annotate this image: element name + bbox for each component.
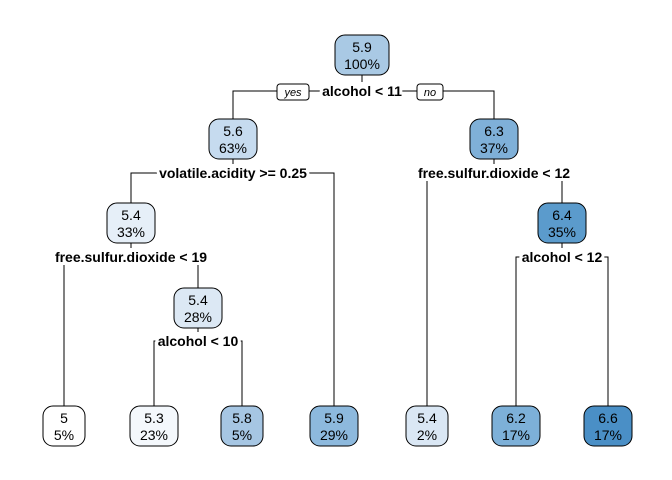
- no-branch-label: no: [424, 87, 436, 99]
- tree-node-n11: 5.42%: [405, 405, 449, 447]
- node-box: [405, 405, 449, 447]
- node-value: 6.2: [506, 410, 526, 426]
- node-value: 6.4: [552, 207, 572, 223]
- node-percent: 17%: [502, 427, 530, 443]
- split-label: free.sulfur.dioxide < 19: [55, 249, 207, 265]
- node-value: 5.3: [144, 410, 164, 426]
- node-value: 5.4: [417, 410, 437, 426]
- split-label: alcohol < 10: [158, 333, 239, 349]
- node-box: [491, 405, 541, 447]
- split-label: alcohol < 12: [522, 249, 603, 265]
- node-value: 5.9: [324, 410, 344, 426]
- edge-n3: [426, 172, 563, 406]
- split-label: alcohol < 11: [322, 83, 402, 99]
- yes-branch-box: [276, 83, 310, 101]
- node-percent: 29%: [320, 427, 348, 443]
- tree-node-n5: 5.428% alcohol < 10: [155, 287, 241, 352]
- node-percent: 37%: [480, 140, 508, 156]
- tree-node-n8: 55%: [42, 405, 86, 447]
- node-percent: 5%: [232, 427, 252, 443]
- node-box: [208, 118, 258, 160]
- split-label: free.sulfur.dioxide < 12: [418, 165, 570, 181]
- node-box: [129, 405, 179, 447]
- node-box: [469, 118, 519, 160]
- node-value: 5.6: [223, 123, 243, 139]
- node-percent: 17%: [594, 427, 622, 443]
- tree-node-n3: 6.337% free.sulfur.dioxide < 12: [415, 118, 573, 184]
- tree-node-n4: 5.433% free.sulfur.dioxide < 19: [52, 202, 210, 268]
- tree-node-n9: 5.323%: [129, 405, 179, 447]
- node-value: 6.3: [484, 123, 504, 139]
- tree-node-n2: 5.663% volatile.acidity >= 0.25: [156, 118, 310, 184]
- node-value: 5.9: [352, 39, 372, 55]
- no-branch-box: [416, 83, 444, 101]
- node-value: 6.6: [598, 410, 618, 426]
- node-value: 5.4: [188, 292, 208, 308]
- node-box: [537, 202, 587, 244]
- node-percent: 28%: [184, 309, 212, 325]
- node-box: [173, 287, 223, 329]
- edge-n1: [232, 90, 495, 119]
- node-percent: 5%: [54, 427, 74, 443]
- tree-node-n6: 6.435% alcohol < 12: [519, 202, 605, 268]
- node-percent: 23%: [140, 427, 168, 443]
- node-percent: 63%: [219, 140, 247, 156]
- node-value: 5.4: [121, 207, 141, 223]
- node-box: [334, 34, 390, 76]
- branch-tags: yes no: [276, 83, 444, 101]
- yes-branch-label: yes: [283, 87, 302, 99]
- edge-n4: [63, 256, 199, 406]
- node-percent: 100%: [344, 56, 380, 72]
- node-percent: 35%: [548, 224, 576, 240]
- split-label: volatile.acidity >= 0.25: [159, 165, 307, 181]
- edge-n5: [153, 340, 243, 406]
- node-box: [42, 405, 86, 447]
- tree-node-n10: 5.85%: [220, 405, 264, 447]
- node-box: [220, 405, 264, 447]
- node-box: [309, 405, 359, 447]
- tree-node-n7: 5.929%: [309, 405, 359, 447]
- node-box: [583, 405, 633, 447]
- edge-n2: [130, 172, 335, 406]
- node-value: 5.8: [232, 410, 252, 426]
- tree-node-n12: 6.217%: [491, 405, 541, 447]
- node-percent: 2%: [417, 427, 437, 443]
- node-box: [106, 202, 156, 244]
- edge-n6: [515, 256, 609, 406]
- node-percent: 33%: [117, 224, 145, 240]
- tree-node-n13: 6.617%: [583, 405, 633, 447]
- tree-edges: [63, 75, 609, 406]
- node-value: 5: [60, 410, 68, 426]
